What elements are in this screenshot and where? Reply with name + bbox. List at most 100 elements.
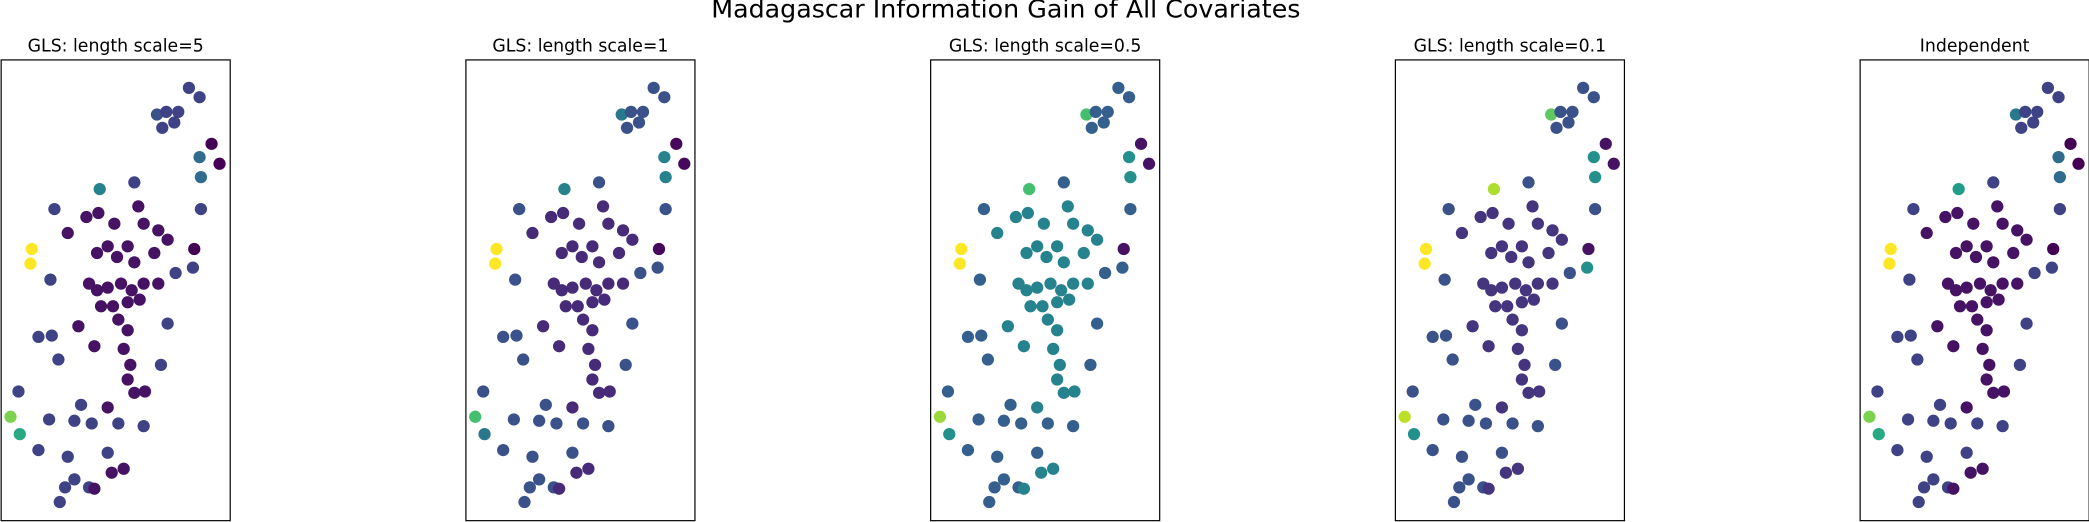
scatter-point bbox=[121, 240, 134, 253]
scatter-point bbox=[1515, 324, 1529, 337]
scatter-point bbox=[602, 419, 615, 433]
figure-title: Madagascar Information Gain of All Covar… bbox=[711, 0, 1300, 24]
scatter-point bbox=[205, 137, 218, 150]
panel-title: GLS: length scale=0.1 bbox=[1414, 37, 1607, 57]
scatter-point bbox=[1081, 277, 1094, 290]
scatter-point bbox=[477, 385, 490, 398]
scatter-point bbox=[24, 257, 37, 270]
scatter-point bbox=[526, 450, 539, 463]
scatter-point bbox=[1522, 256, 1535, 269]
scatter-point bbox=[161, 233, 174, 246]
scatter-point bbox=[160, 105, 173, 118]
scatter-point bbox=[510, 329, 523, 342]
scatter-point bbox=[138, 385, 152, 398]
scatter-point bbox=[1437, 413, 1450, 426]
scatter-point bbox=[1891, 330, 1904, 344]
scatter-point bbox=[1485, 246, 1498, 260]
scatter-point bbox=[1051, 296, 1064, 309]
scatter-point bbox=[1031, 240, 1044, 253]
scatter-point bbox=[615, 108, 628, 121]
scatter-point bbox=[1502, 217, 1515, 230]
scatter-point bbox=[1001, 320, 1015, 333]
scatter-point bbox=[1098, 266, 1112, 280]
scatter-point bbox=[983, 495, 996, 509]
scatter-point bbox=[186, 261, 200, 274]
scatter-point bbox=[148, 246, 161, 260]
scatter-point bbox=[101, 446, 114, 459]
scatter-point bbox=[172, 105, 185, 118]
scatter-point bbox=[991, 226, 1004, 240]
scatter-point bbox=[991, 450, 1004, 463]
scatter-point bbox=[1057, 386, 1070, 399]
scatter-point bbox=[124, 358, 137, 371]
scatter-point bbox=[182, 81, 196, 95]
scatter-point bbox=[1084, 358, 1097, 371]
scatter-point bbox=[1509, 277, 1522, 290]
scatter-point bbox=[150, 108, 164, 121]
scatter-point bbox=[169, 266, 182, 280]
scatter-point bbox=[592, 386, 606, 399]
scatter-point bbox=[507, 413, 520, 426]
scatter-point bbox=[1057, 256, 1070, 269]
scatter-point bbox=[1097, 116, 1110, 129]
panel-frame bbox=[1394, 59, 1626, 522]
scatter-point bbox=[596, 200, 610, 213]
scatter-point bbox=[1068, 385, 1081, 398]
scatter-point bbox=[941, 385, 955, 398]
scatter-point bbox=[193, 151, 206, 164]
scatter-point bbox=[1486, 206, 1499, 220]
scatter-point bbox=[1967, 217, 1980, 230]
scatter-point bbox=[678, 157, 691, 170]
scatter-point bbox=[88, 340, 101, 353]
scatter-point bbox=[1051, 240, 1064, 253]
scatter-point bbox=[1960, 240, 1973, 253]
scatter-point bbox=[2009, 108, 2023, 121]
scatter-point bbox=[545, 210, 558, 224]
scatter-point bbox=[1976, 462, 1989, 475]
scatter-point bbox=[1101, 105, 1114, 118]
scatter-point bbox=[1920, 226, 1933, 240]
scatter-point bbox=[2019, 105, 2032, 118]
scatter-point bbox=[1122, 151, 1136, 164]
scatter-point bbox=[537, 320, 550, 333]
scatter-point bbox=[1080, 108, 1093, 121]
scatter-point bbox=[1398, 410, 1411, 423]
scatter-point bbox=[1953, 300, 1967, 313]
scatter-point bbox=[121, 296, 134, 309]
scatter-point bbox=[961, 330, 975, 344]
scatter-point bbox=[2028, 266, 2041, 280]
scatter-point bbox=[1418, 257, 1431, 270]
scatter-point bbox=[659, 170, 672, 184]
scatter-point bbox=[2020, 317, 2033, 330]
scatter-point bbox=[2053, 202, 2066, 216]
scatter-point bbox=[1426, 443, 1439, 457]
scatter-point bbox=[88, 482, 101, 495]
scatter-point bbox=[552, 482, 566, 495]
scatter-point bbox=[1987, 176, 2000, 189]
scatter-point bbox=[1438, 273, 1451, 286]
scatter-point bbox=[112, 313, 125, 326]
scatter-point bbox=[1883, 257, 1896, 270]
scatter-point bbox=[2072, 157, 2085, 170]
scatter-point bbox=[1090, 317, 1104, 330]
scatter-point bbox=[575, 250, 588, 264]
scatter-point bbox=[101, 401, 114, 414]
scatter-point bbox=[1515, 373, 1529, 386]
panel-title: GLS: length scale=1 bbox=[492, 37, 668, 57]
scatter-point bbox=[61, 450, 74, 463]
scatter-point bbox=[1927, 414, 1940, 427]
scatter-point bbox=[1952, 182, 1965, 196]
panel-title: Independent bbox=[1920, 37, 2030, 57]
scatter-point bbox=[1142, 157, 1156, 170]
scatter-point bbox=[2011, 224, 2024, 237]
scatter-point bbox=[61, 226, 74, 240]
scatter-point bbox=[513, 202, 526, 216]
scatter-point bbox=[973, 273, 987, 286]
scatter-point bbox=[1462, 414, 1475, 427]
scatter-point bbox=[154, 358, 168, 371]
scatter-point bbox=[2047, 242, 2060, 256]
scatter-point bbox=[1577, 81, 1590, 95]
scatter-point bbox=[619, 358, 632, 371]
scatter-point bbox=[1482, 482, 1495, 495]
scatter-point bbox=[1499, 466, 1513, 479]
